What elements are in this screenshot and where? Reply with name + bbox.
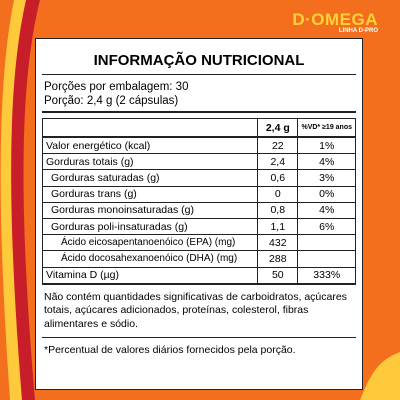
brand-name: D·OMEGA bbox=[292, 10, 378, 29]
table-body: 2,4 g %VD* ≥19 anos Valor energético (kc… bbox=[41, 118, 356, 285]
table-cell: Vitamina D (µg) bbox=[41, 266, 259, 285]
table-cell bbox=[297, 250, 356, 268]
table-cell: 0 bbox=[257, 185, 299, 203]
table-cell: 50 bbox=[257, 266, 299, 285]
table-cell: Gorduras poli-insaturadas (g) bbox=[41, 217, 259, 236]
table-cell: 4% bbox=[297, 153, 356, 171]
table-row: Vitamina D (µg) 50 333% bbox=[41, 266, 356, 285]
servings-line: Porção: 2,4 g (2 cápsulas) bbox=[44, 95, 179, 107]
table-cell: 1,1 bbox=[257, 217, 299, 236]
note: *Percentual de valores diários fornecido… bbox=[42, 337, 356, 364]
table-cell: 0% bbox=[297, 185, 356, 203]
table-cell: 333% bbox=[297, 266, 356, 285]
stripe bbox=[360, 352, 400, 400]
table-cell: 1% bbox=[297, 136, 356, 155]
table-row: Gorduras poli-insaturadas (g) 1,1 6% bbox=[41, 217, 356, 236]
table-row: Gorduras monoinsaturadas (g) 0,8 4% bbox=[41, 201, 356, 219]
table-cell: Gorduras monoinsaturadas (g) bbox=[41, 201, 259, 219]
table-row: Gorduras saturadas (g) 0,6 3% bbox=[41, 169, 356, 187]
table-cell bbox=[297, 234, 356, 252]
table-cell: 6% bbox=[297, 217, 356, 236]
table-cell: 432 bbox=[257, 234, 299, 252]
table-cell: 22 bbox=[257, 136, 299, 155]
table-cell: Ácido eicosapentanoenóico (EPA) (mg) bbox=[41, 234, 259, 252]
table-cell: 0,8 bbox=[257, 201, 299, 219]
note: Não contém quantidades significativas de… bbox=[44, 290, 347, 330]
table-row: Valor energético (kcal) 22 1% bbox=[41, 136, 356, 155]
table-cell: 288 bbox=[257, 250, 299, 268]
table-cell: Valor energético (kcal) bbox=[41, 136, 259, 155]
stripe bbox=[0, 0, 14, 400]
title: INFORMAÇÃO NUTRICIONAL bbox=[42, 52, 356, 75]
servings-line: Porções por embalagem: 30 bbox=[44, 81, 189, 93]
stripe bbox=[0, 0, 26, 400]
table-row: Gorduras totais (g) 2,4 4% bbox=[41, 153, 356, 171]
table-cell: 2,4 bbox=[257, 153, 299, 171]
nutrition-panel: INFORMAÇÃO NUTRICIONAL Porções por embal… bbox=[35, 38, 363, 390]
table-cell: Gorduras trans (g) bbox=[41, 185, 259, 203]
table-cell: 3% bbox=[297, 169, 356, 187]
table-cell: 0,6 bbox=[257, 169, 299, 187]
table-cell: Ácido docosahexanoenóico (DHA) (mg) bbox=[41, 250, 259, 268]
nutrition-table: 2,4 g %VD* ≥19 anos Valor energético (kc… bbox=[41, 118, 356, 285]
header-row: 2,4 g %VD* ≥19 anos bbox=[41, 118, 356, 138]
table-row: Gorduras trans (g) 0 0% bbox=[41, 185, 356, 203]
header-cell: 2,4 g bbox=[257, 118, 299, 138]
header-cell: %VD* ≥19 anos bbox=[297, 118, 356, 138]
servings: Porções por embalagem: 30 Porção: 2,4 g … bbox=[42, 75, 356, 113]
brand: D·OMEGA LINHA D-PRO bbox=[292, 10, 378, 34]
table-cell: Gorduras saturadas (g) bbox=[41, 169, 259, 187]
table-cell: Gorduras totais (g) bbox=[41, 153, 259, 171]
brand-line: LINHA D-PRO bbox=[338, 28, 378, 34]
table-row: Ácido eicosapentanoenóico (EPA) (mg) 432 bbox=[41, 234, 356, 252]
table-row: Ácido docosahexanoenóico (DHA) (mg) 288 bbox=[41, 250, 356, 268]
header-cell bbox=[41, 118, 259, 138]
table-cell: 4% bbox=[297, 201, 356, 219]
